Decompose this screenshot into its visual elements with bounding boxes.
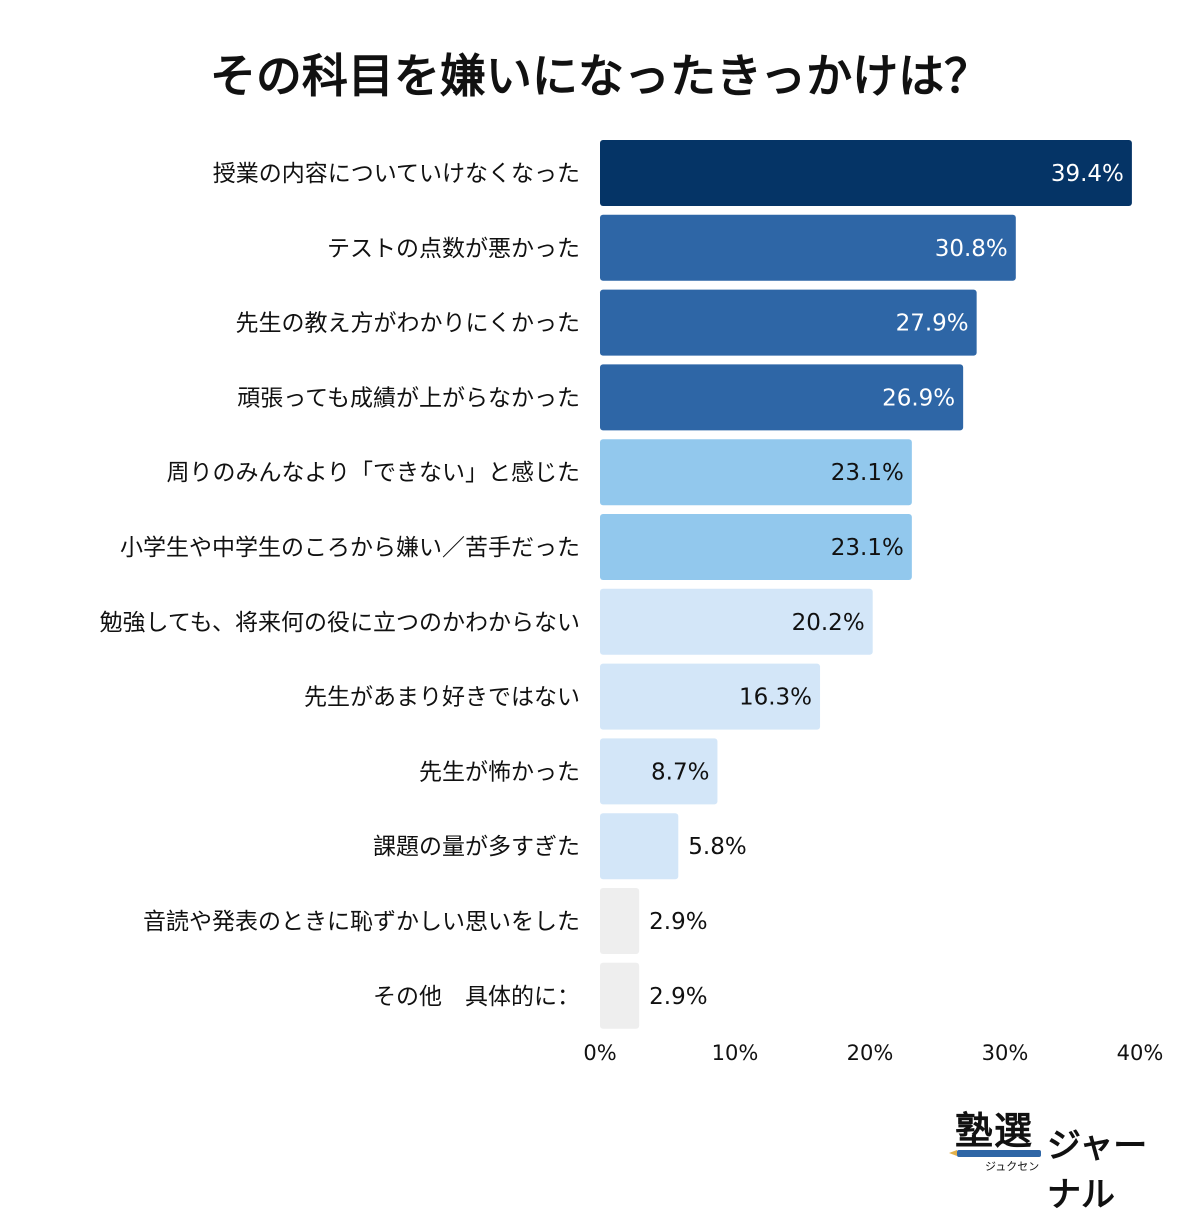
bar-7 [600, 663, 821, 730]
value-label-6: 20.2% [792, 610, 865, 636]
category-label-0: 授業の内容についていけなくなった [213, 161, 580, 187]
category-label-8: 先生が怖かった [419, 759, 580, 785]
category-label-2: 先生の教え方がわかりにくかった [235, 311, 580, 337]
value-label-8: 8.7% [651, 759, 709, 785]
bar-10 [600, 888, 640, 954]
x-tick-label-1: 10% [712, 1041, 759, 1065]
category-label-4: 周りのみんなより「できない」と感じた [166, 460, 580, 486]
value-label-11: 2.9% [649, 984, 707, 1010]
bar-11 [600, 962, 640, 1029]
value-label-2: 27.9% [896, 311, 969, 337]
category-label-6: 勉強しても、将来何の役に立つのかわからない [100, 610, 580, 636]
bar-9 [600, 813, 679, 880]
category-label-11: その他 具体的に： [373, 984, 580, 1010]
category-label-10: 音読や発表のときに恥ずかしい思いをした [143, 909, 580, 935]
value-label-3: 26.9% [882, 385, 955, 411]
bar-chart: 授業の内容についていけなくなった 39.4% テストの点数が悪かった 30.8% 先生の… [100, 140, 1164, 1065]
x-tick-label-0: 0% [583, 1041, 616, 1065]
value-label-0: 39.4% [1051, 161, 1124, 187]
x-tick-label-3: 30% [982, 1041, 1029, 1065]
value-label-7: 16.3% [739, 685, 812, 711]
chart-title: その科目を嫌いになったきっかけは？ [209, 49, 991, 103]
value-label-10: 2.9% [649, 909, 707, 935]
value-label-9: 5.8% [688, 834, 746, 860]
bar-4 [600, 439, 912, 506]
bar-6 [600, 588, 873, 655]
logo-journal-text: ジャーナル [1047, 1126, 1148, 1215]
category-label-9: 課題の量が多すぎた [373, 834, 580, 860]
logo-subtext: ジュクセン [985, 1160, 1040, 1173]
brand-logo: 塾選 ジュクセン ジャーナル [949, 1098, 1180, 1215]
x-tick-label-4: 40% [1117, 1041, 1164, 1065]
bar-3 [600, 364, 964, 431]
logo-mark: 塾選 [955, 1108, 1034, 1153]
pencil-icon [949, 1150, 1041, 1157]
category-label-7: 先生があまり好きではない [304, 685, 580, 711]
bar-0 [600, 140, 1132, 206]
value-label-5: 23.1% [831, 535, 904, 561]
x-tick-label-2: 20% [847, 1041, 894, 1065]
category-label-5: 小学生や中学生のころから嫌い／苦手だった [120, 535, 580, 561]
bar-1 [600, 214, 1016, 281]
category-label-1: テストの点数が悪かった [327, 236, 580, 262]
value-label-1: 30.8% [935, 236, 1008, 262]
bar-8 [600, 738, 718, 805]
value-label-4: 23.1% [831, 460, 904, 486]
category-label-3: 頑張っても成績が上がらなかった [237, 385, 580, 411]
bar-2 [600, 289, 977, 356]
bar-5 [600, 514, 912, 580]
